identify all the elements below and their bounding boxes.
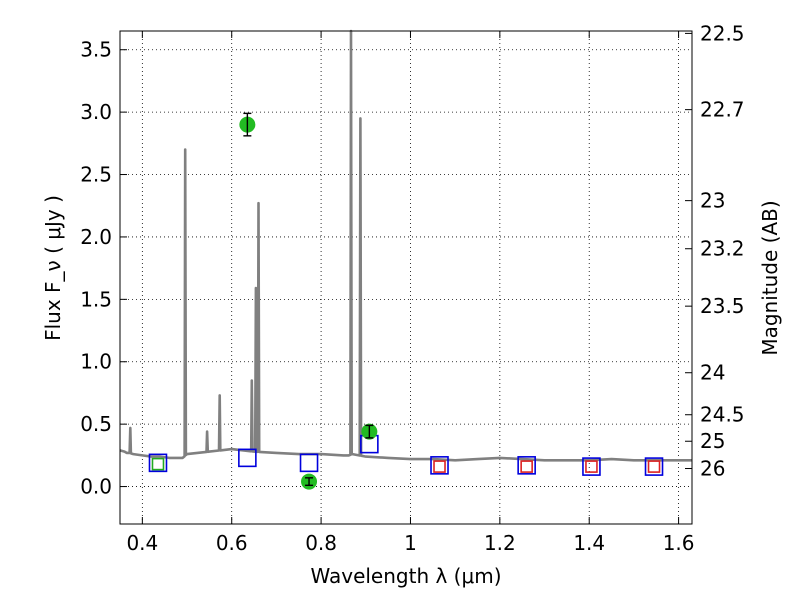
- magnitude-tick-label: 24.5: [700, 403, 745, 427]
- model-box: [299, 453, 319, 473]
- model-box: [582, 457, 601, 476]
- y-tick-label: 2.5: [80, 163, 112, 187]
- y-tick-label: 0.0: [80, 475, 112, 499]
- x-tick-label: 1.2: [484, 531, 516, 555]
- red-box: [520, 460, 533, 473]
- y-tick-label: 1.5: [80, 287, 112, 311]
- model-spectrum-line: [119, 29, 692, 462]
- model-spectrum: [119, 29, 692, 462]
- magnitude-tick-label: 22.5: [700, 21, 745, 45]
- magnitude-tick-label: 26: [700, 457, 725, 481]
- model-box: [148, 453, 168, 473]
- model-box: [238, 448, 257, 468]
- red-box: [647, 460, 661, 473]
- magnitude-axis-label: Magnitude (AB): [758, 200, 782, 355]
- magnitude-tick-label: 24: [700, 361, 725, 385]
- model-box: [430, 456, 449, 475]
- plot-frame: [119, 30, 693, 525]
- observed-photometry-points: [239, 112, 378, 490]
- magnitude-tick-label: 23: [700, 189, 725, 213]
- magnitude-tick-label: 23.2: [700, 237, 745, 261]
- y-tick-label: 3.5: [80, 38, 112, 62]
- y-axis-ticks: 0.0 0.5 1.0 1.5 2.0 2.5 3.0 3.5: [80, 38, 127, 499]
- model-photometry-boxes: [148, 434, 664, 476]
- y-tick-label: 0.5: [80, 412, 112, 436]
- x-tick-label: 0.4: [126, 531, 158, 555]
- x-tick-label: 0.8: [305, 531, 337, 555]
- magnitude-tick-label: 22.7: [700, 98, 745, 122]
- y-tick-label: 1.0: [80, 350, 112, 374]
- red-box: [585, 460, 598, 473]
- x-axis-label: Wavelength λ (μm): [310, 564, 501, 588]
- x-tick-label: 1: [404, 531, 417, 555]
- x-tick-label: 0.6: [216, 531, 248, 555]
- green-box: [151, 457, 165, 471]
- model-box: [644, 457, 664, 476]
- red-box: [433, 460, 446, 473]
- x-tick-label: 1.6: [663, 531, 695, 555]
- magnitude-axis-ticks: 22.5 22.7 23 23.2 23.5 24 24.525 26: [685, 21, 745, 481]
- y-tick-label: 3.0: [80, 100, 112, 124]
- magnitude-tick-label: 25: [700, 429, 725, 453]
- grid-lines: [120, 31, 692, 524]
- magnitude-tick-label: 23.5: [700, 294, 745, 318]
- y-axis-label: Flux F_ν ( μJy ): [41, 195, 65, 341]
- model-box: [517, 456, 536, 475]
- x-axis-ticks: 0.4 0.6 0.8 1 1.2 1.4 1.6: [126, 31, 695, 555]
- x-tick-label: 1.4: [573, 531, 605, 555]
- y-tick-label: 2.0: [80, 225, 112, 249]
